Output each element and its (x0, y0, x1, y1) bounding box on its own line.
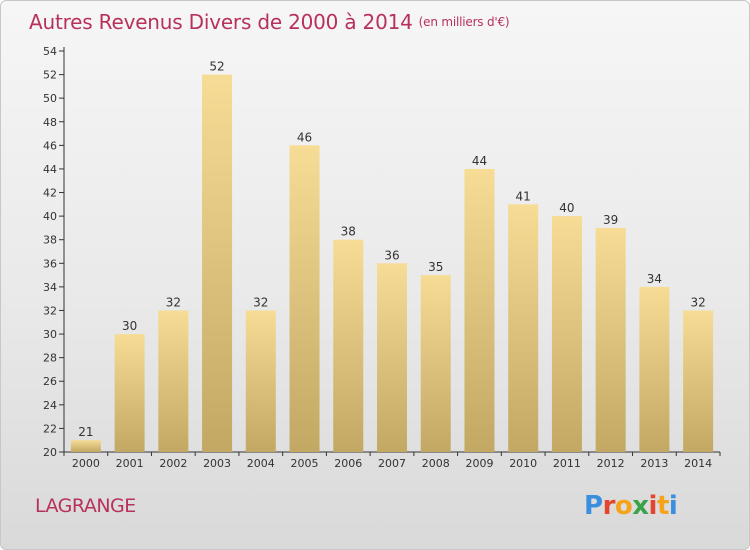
logo-letter: P (584, 491, 603, 521)
y-tick-label: 24 (43, 399, 57, 412)
value-label-2011: 40 (559, 201, 574, 215)
x-tick-label-2004: 2004 (247, 457, 275, 470)
x-tick-label-2014: 2014 (684, 457, 712, 470)
bar-2006 (333, 239, 364, 452)
location-name: LAGRANGE (35, 495, 136, 517)
logo-letter: x (632, 491, 649, 521)
logo-letter: i (668, 491, 678, 521)
x-tick-label-2007: 2007 (378, 457, 406, 470)
value-label-2010: 41 (516, 189, 531, 203)
bar-2003 (202, 74, 233, 453)
logo-letter: i (648, 491, 658, 521)
x-tick-label-2008: 2008 (422, 457, 450, 470)
value-label-2001: 30 (122, 319, 137, 333)
value-label-2013: 34 (647, 272, 662, 286)
value-label-2000: 21 (78, 425, 93, 439)
y-tick-label: 46 (43, 139, 57, 152)
y-tick-label: 44 (43, 163, 57, 176)
value-label-2004: 32 (253, 295, 268, 309)
bar-2001 (114, 334, 145, 452)
value-label-2002: 32 (166, 295, 181, 309)
y-tick-label: 36 (43, 257, 57, 270)
bar-2007 (377, 263, 407, 452)
x-tick-label-2003: 2003 (203, 457, 231, 470)
proxiti-logo: Proxiti (584, 491, 678, 521)
value-label-2006: 38 (341, 225, 356, 239)
value-label-2009: 44 (472, 154, 487, 168)
axes: 20 22 24 26 28 30 32 34 36 38 40 42 44 46 48 50 52 54 2000… (43, 45, 721, 470)
logo-letter: r (602, 491, 616, 521)
x-tick-label-2000: 2000 (72, 457, 100, 470)
x-tick-label-2009: 2009 (465, 457, 493, 470)
logo-letter: t (656, 491, 669, 521)
chart-unit-note: (en milliers d'€) (418, 15, 510, 29)
value-labels: 21 30 32 52 32 46 38 36 35 44 41 40 39 34 32 (78, 60, 706, 440)
x-tick-label-2006: 2006 (334, 457, 362, 470)
bar-2010 (508, 204, 539, 452)
x-tick-label-2013: 2013 (640, 457, 668, 470)
value-label-2007: 36 (384, 248, 399, 262)
x-tick-label-2012: 2012 (597, 457, 625, 470)
y-tick-label: 38 (43, 234, 57, 247)
y-tick-label: 54 (43, 45, 57, 58)
chart-title-text: Autres Revenus Divers de 2000 à 2014 (29, 10, 413, 34)
bar-2011 (551, 216, 582, 452)
y-tick-label: 34 (43, 281, 57, 294)
x-tick-label-2011: 2011 (553, 457, 581, 470)
bar-2008 (420, 275, 451, 452)
bar-2014 (683, 310, 714, 452)
y-tick-label: 30 (43, 328, 57, 341)
value-label-2014: 32 (690, 295, 705, 309)
bar-2002 (158, 310, 189, 452)
y-tick-label: 20 (43, 446, 57, 459)
bars (70, 74, 714, 453)
y-tick-label: 22 (43, 422, 57, 435)
y-tick-label: 42 (43, 187, 57, 200)
y-tick-label: 52 (43, 69, 57, 82)
logo-letter: o (614, 491, 633, 521)
bar-2013 (639, 286, 670, 452)
value-label-2003: 52 (209, 60, 224, 74)
x-tick-label-2002: 2002 (159, 457, 187, 470)
y-tick-label: 28 (43, 352, 57, 365)
value-label-2012: 39 (603, 213, 618, 227)
y-tick-label: 50 (43, 92, 57, 105)
bar-2004 (245, 310, 276, 452)
value-label-2005: 46 (297, 130, 312, 144)
y-tick-label: 40 (43, 210, 57, 223)
x-tick-label-2010: 2010 (509, 457, 537, 470)
y-tick-label: 48 (43, 116, 57, 129)
chart-title: Autres Revenus Divers de 2000 à 2014 (en … (29, 10, 510, 34)
x-tick-label-2005: 2005 (291, 457, 319, 470)
y-tick-label: 32 (43, 304, 57, 317)
bar-2009 (464, 168, 495, 453)
bar-2000 (70, 440, 101, 452)
y-tick-label: 26 (43, 375, 57, 388)
x-tick-label-2001: 2001 (116, 457, 144, 470)
bar-2012 (595, 227, 626, 452)
value-label-2008: 35 (428, 260, 443, 274)
bar-2005 (289, 145, 320, 452)
